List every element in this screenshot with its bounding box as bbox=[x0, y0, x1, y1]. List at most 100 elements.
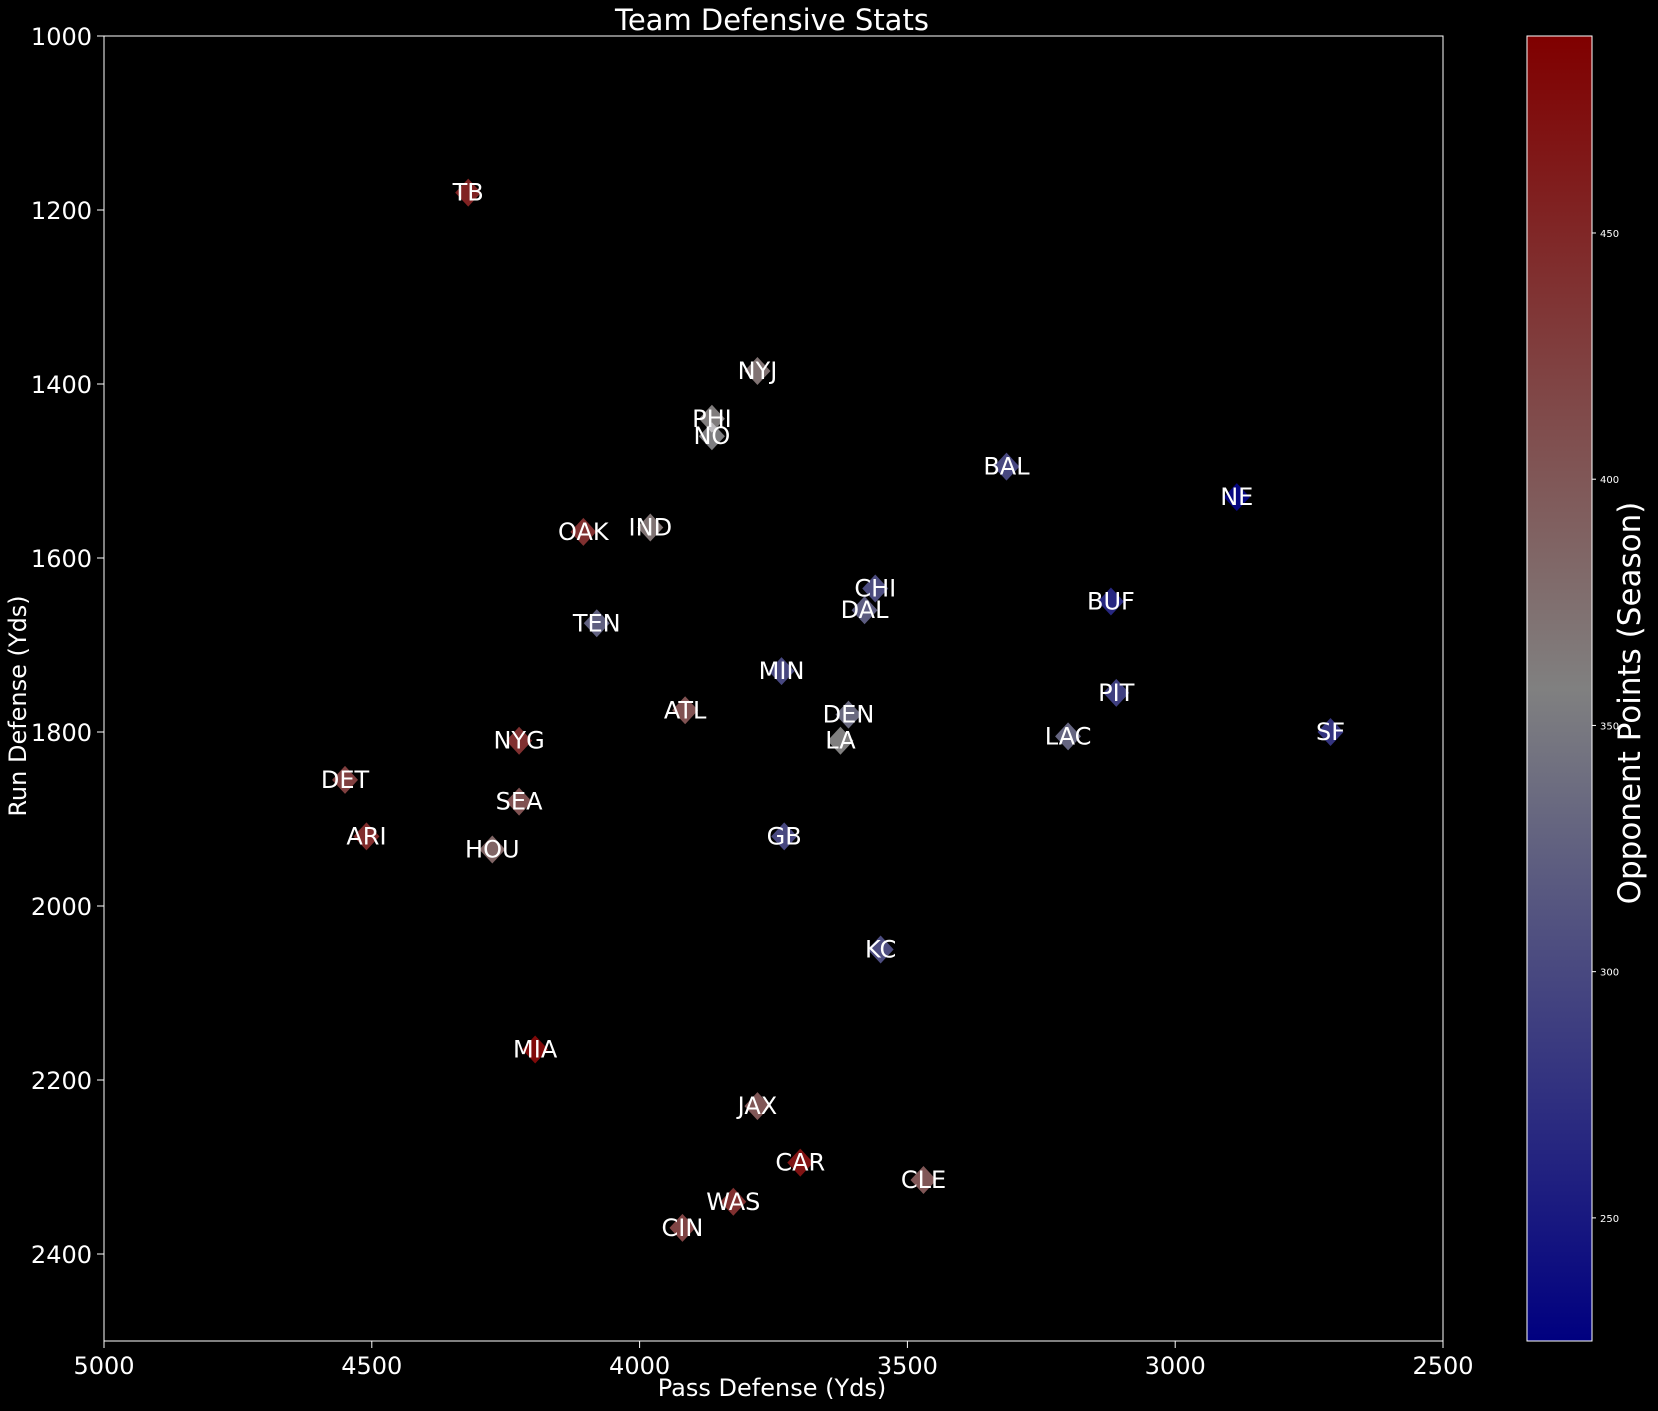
data-point-bal: BAL bbox=[983, 452, 1030, 481]
x-tick-label: 4000 bbox=[609, 1352, 670, 1380]
data-point-sf: SF bbox=[1316, 718, 1345, 746]
data-point-dal: DAL bbox=[841, 596, 889, 625]
point-label: DEN bbox=[823, 701, 875, 729]
point-marker bbox=[479, 835, 506, 864]
y-tick-label: 2200 bbox=[31, 1067, 92, 1095]
data-point-ne: NE bbox=[1220, 483, 1253, 512]
point-label: WAS bbox=[706, 1188, 760, 1216]
point-label: DAL bbox=[841, 596, 889, 624]
data-point-atl: ATL bbox=[664, 696, 707, 725]
colorbar: 250 300 350 400 450 bbox=[1526, 35, 1619, 1342]
point-label: MIA bbox=[513, 1036, 558, 1064]
point-label: DET bbox=[321, 766, 370, 794]
y-tick-label: 1200 bbox=[31, 197, 92, 225]
axes-frame bbox=[103, 35, 1444, 1342]
data-point-pit: PIT bbox=[1098, 678, 1135, 707]
point-marker bbox=[669, 1213, 696, 1242]
colorbar-tick-label: 400 bbox=[1600, 475, 1619, 486]
data-point-la: LA bbox=[825, 726, 856, 755]
point-marker bbox=[835, 700, 862, 729]
data-point-ind: IND bbox=[629, 513, 673, 542]
data-point-gb: GB bbox=[767, 822, 802, 851]
point-label: ATL bbox=[664, 696, 707, 724]
data-point-den: DEN bbox=[823, 700, 875, 729]
point-marker bbox=[698, 422, 725, 451]
data-point-lac: LAC bbox=[1045, 722, 1092, 751]
point-marker bbox=[768, 657, 795, 686]
point-label: TEN bbox=[572, 609, 621, 637]
y-tick-label: 1600 bbox=[31, 545, 92, 573]
point-marker bbox=[672, 696, 699, 725]
point-marker bbox=[1055, 722, 1082, 751]
point-marker bbox=[720, 1187, 747, 1216]
colorbar-tick-label: 450 bbox=[1600, 229, 1619, 240]
colorbar-tick-label: 250 bbox=[1600, 1214, 1619, 1225]
colorbar-tick-label: 350 bbox=[1600, 721, 1619, 732]
y-tick-label: 2000 bbox=[31, 893, 92, 921]
point-label: HOU bbox=[465, 835, 520, 863]
point-label: NE bbox=[1220, 483, 1253, 511]
data-point-min: MIN bbox=[759, 657, 804, 686]
point-label: SF bbox=[1316, 718, 1345, 746]
data-point-was: WAS bbox=[706, 1187, 760, 1216]
point-marker bbox=[851, 596, 878, 625]
point-marker bbox=[1097, 587, 1124, 616]
colorbar-tick-label: 300 bbox=[1600, 968, 1619, 979]
point-marker bbox=[332, 765, 359, 794]
point-marker bbox=[993, 452, 1020, 481]
point-marker bbox=[583, 609, 610, 638]
data-point-cin: CIN bbox=[662, 1213, 704, 1242]
point-marker bbox=[522, 1035, 549, 1064]
x-tick-label: 3500 bbox=[877, 1352, 938, 1380]
data-point-nyg: NYG bbox=[493, 726, 545, 755]
point-marker bbox=[1317, 718, 1344, 746]
colorbar-gradient bbox=[1526, 35, 1593, 1342]
point-label: ARI bbox=[346, 822, 386, 850]
point-label: CHI bbox=[854, 574, 896, 602]
point-label: LAC bbox=[1045, 722, 1092, 750]
data-point-tb: TB bbox=[452, 178, 484, 207]
data-point-car: CAR bbox=[775, 1148, 825, 1177]
point-label: GB bbox=[767, 822, 802, 850]
point-marker bbox=[506, 787, 533, 816]
point-marker bbox=[1223, 483, 1250, 512]
point-label: LA bbox=[825, 727, 856, 755]
point-label: IND bbox=[629, 514, 673, 542]
plot-area: 5000 4500 4000 3500 3000 2500 1000 1200 1400 1600… bbox=[31, 23, 1474, 1380]
chart-title: Team Defensive Stats bbox=[614, 3, 929, 37]
point-marker bbox=[570, 517, 597, 546]
x-tick-label: 3000 bbox=[1145, 1352, 1206, 1380]
point-label: NYG bbox=[493, 727, 544, 755]
point-label: CLE bbox=[901, 1166, 946, 1194]
x-axis-label: Pass Defense (Yds) bbox=[658, 1374, 886, 1402]
y-tick-label: 1800 bbox=[31, 719, 92, 747]
point-marker bbox=[1103, 678, 1130, 707]
data-point-sea: SEA bbox=[496, 787, 543, 816]
data-point-nyj: NYJ bbox=[738, 356, 778, 385]
data-point-cle: CLE bbox=[901, 1166, 946, 1195]
point-marker bbox=[455, 178, 482, 207]
point-marker bbox=[867, 935, 894, 964]
y-tick-label: 1400 bbox=[31, 371, 92, 399]
y-tick-label: 2400 bbox=[31, 1241, 92, 1269]
data-point-ari: ARI bbox=[346, 822, 387, 851]
data-point-no: NO bbox=[693, 422, 730, 451]
point-marker bbox=[353, 822, 380, 851]
point-label: PIT bbox=[1098, 679, 1135, 707]
point-label: NYJ bbox=[738, 357, 778, 385]
data-point-chi: CHI bbox=[854, 574, 896, 603]
data-point-oak: OAK bbox=[558, 517, 610, 546]
data-point-jax: JAX bbox=[736, 1092, 778, 1121]
point-label: KC bbox=[865, 936, 896, 964]
point-marker bbox=[506, 726, 533, 755]
colorbar-label: Opponent Points (Season) bbox=[1612, 502, 1648, 905]
point-label: JAX bbox=[736, 1092, 778, 1120]
point-label: CIN bbox=[662, 1214, 704, 1242]
data-point-ten: TEN bbox=[572, 609, 621, 638]
data-point-buf: BUF bbox=[1087, 587, 1135, 616]
x-tick-label: 4500 bbox=[341, 1352, 402, 1380]
x-tick-label: 5000 bbox=[73, 1352, 134, 1380]
y-tick-label: 1000 bbox=[31, 23, 92, 51]
